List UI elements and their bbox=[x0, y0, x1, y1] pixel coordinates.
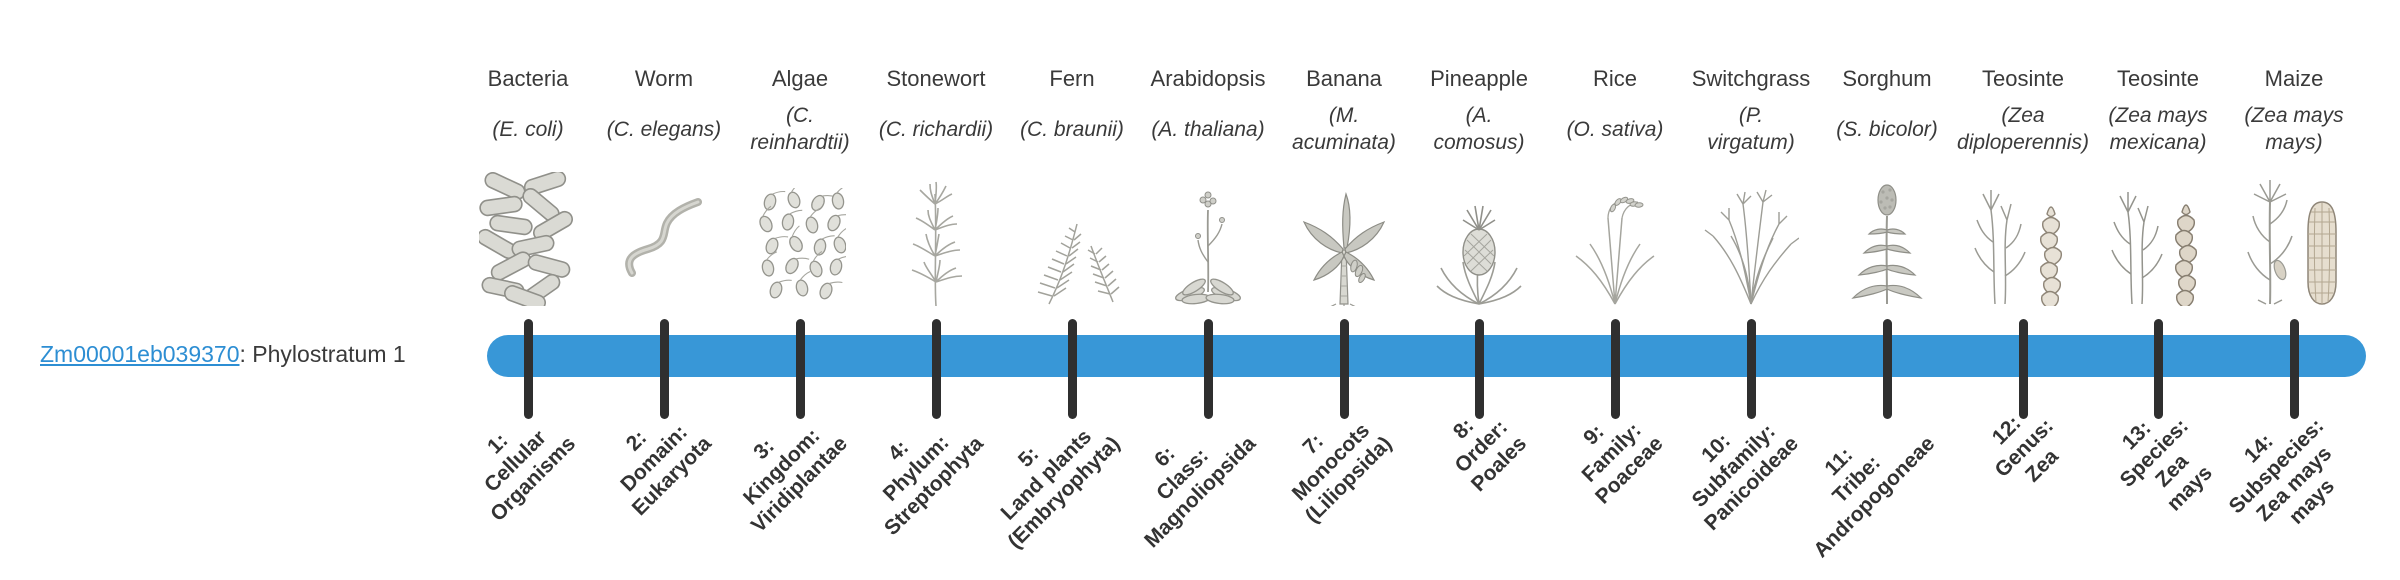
taxon-label: 2: Domain: Eukaryota bbox=[616, 420, 717, 521]
organism-name: Teosinte bbox=[1982, 66, 2064, 91]
timeline-tick bbox=[795, 319, 805, 419]
timeline-tick bbox=[1067, 319, 1077, 419]
timeline-tick bbox=[523, 319, 533, 419]
phylostratum-text: : Phylostratum 1 bbox=[239, 341, 406, 367]
organism-scientific-name: (A. comosus) bbox=[1433, 104, 1525, 154]
timeline-tick bbox=[2153, 319, 2163, 419]
maize-illustration bbox=[2247, 180, 2337, 305]
timeline-tick bbox=[2018, 319, 2028, 419]
column-stonewort: Stonewort (C. richardii) 4: Phylum: Stre… bbox=[866, 0, 1006, 580]
taxon-label: 1: Cellular Organisms bbox=[480, 425, 581, 526]
taxon-label: 12: Genus: Zea bbox=[1987, 411, 2063, 487]
taxon-label: 7: Monocots (Liliopsida) bbox=[1287, 418, 1397, 528]
organism-name: Worm bbox=[634, 66, 694, 91]
organism-scientific-name: (C. richardii) bbox=[878, 117, 994, 141]
taxon-label: 8: Order: Poales bbox=[1449, 414, 1532, 497]
taxon-label: 3: Kingdom: Viridiplantae bbox=[739, 424, 853, 538]
organism-name: Algae bbox=[771, 66, 829, 91]
organism-name: Rice bbox=[1592, 66, 1637, 91]
timeline-tick bbox=[1339, 319, 1349, 419]
column-bacteria: Bacteria (E. coli) 1: Cellular Organisms bbox=[458, 0, 598, 580]
organism-name: Sorghum bbox=[1842, 66, 1932, 91]
teosinte-illustration bbox=[1974, 190, 2063, 306]
timeline-tick bbox=[1610, 319, 1620, 419]
teosinte-illustration bbox=[2111, 192, 2198, 306]
timeline-tick bbox=[931, 319, 941, 419]
organism-name: Maize bbox=[2264, 66, 2324, 91]
column-arabidopsis: Arabidopsis (A. thaliana) 6: Class: Magn… bbox=[1138, 0, 1278, 580]
organism-name: Bacteria bbox=[487, 66, 569, 91]
organism-name: Stonewort bbox=[886, 66, 986, 91]
organism-scientific-name: (Zea diploperennis) bbox=[1957, 104, 2089, 154]
column-fern: Fern (C. braunii) 5: Land plants (Embryo… bbox=[996, 0, 1142, 580]
organism-scientific-name: (Zea mays mexicana) bbox=[2108, 104, 2208, 154]
gene-label: Zm00001eb039370: Phylostratum 1 bbox=[40, 341, 406, 368]
timeline-tick bbox=[2289, 319, 2299, 419]
organism-name: Switchgrass bbox=[1691, 66, 1811, 91]
organism-scientific-name: (C. elegans) bbox=[606, 117, 722, 141]
column-switchgrass: Switchgrass (P. virgatum) 10: Subfamily:… bbox=[1681, 0, 1821, 580]
timeline-tick bbox=[1746, 319, 1756, 419]
algae-illustration bbox=[754, 188, 846, 304]
pineapple-illustration bbox=[1436, 205, 1522, 305]
column-banana: Banana (M. acuminata) 7: Monocots (Lilio… bbox=[1274, 0, 1414, 580]
organism-name: Teosinte bbox=[2117, 66, 2199, 91]
bacteria-illustration bbox=[479, 172, 576, 306]
column-algae: Algae (C. reinhardtii) 3: Kingdom: Virid… bbox=[730, 0, 870, 580]
worm-illustration bbox=[625, 198, 702, 277]
taxon-label: 9: Family: Poaceae bbox=[1577, 418, 1668, 509]
column-pineapple: Pineapple (A. comosus) 8: Order: Poales bbox=[1409, 0, 1549, 580]
taxon-label: 13: Species: Zea mays bbox=[2115, 414, 2217, 516]
timeline-tick bbox=[1203, 319, 1213, 419]
gene-id-link[interactable]: Zm00001eb039370 bbox=[40, 341, 240, 367]
organism-name: Pineapple bbox=[1430, 66, 1528, 91]
timeline-tick bbox=[1882, 319, 1892, 419]
timeline-tick bbox=[1474, 319, 1484, 419]
organism-name: Arabidopsis bbox=[1150, 66, 1266, 91]
organism-name: Banana bbox=[1306, 66, 1382, 91]
arabidopsis-illustration bbox=[1175, 191, 1241, 305]
column-teosinte-diploperennis: Teosinte (Zea diploperennis) 12: Genus: … bbox=[1953, 0, 2093, 580]
taxon-label: 4: Phylum: Streptophyta bbox=[879, 430, 989, 540]
taxon-label: 14: Subspecies: Zea mays mays bbox=[2224, 414, 2340, 529]
organism-scientific-name: (C. reinhardtii) bbox=[750, 104, 850, 154]
fern-illustration bbox=[1037, 223, 1120, 305]
banana-tree-illustration bbox=[1302, 191, 1386, 306]
column-teosinte-mexicana: Teosinte (Zea mays mexicana) 13: Species… bbox=[2088, 0, 2228, 580]
organism-name: Fern bbox=[1049, 66, 1095, 91]
organism-scientific-name: (P. virgatum) bbox=[1707, 104, 1795, 154]
column-worm: Worm (C. elegans) 2: Domain: Eukaryota bbox=[594, 0, 734, 580]
organism-scientific-name: (O. sativa) bbox=[1566, 117, 1664, 141]
organism-scientific-name: (M. acuminata) bbox=[1292, 104, 1396, 154]
organism-scientific-name: (C. braunii) bbox=[1020, 117, 1124, 141]
organism-scientific-name: (S. bicolor) bbox=[1836, 117, 1938, 141]
column-sorghum: Sorghum (S. bicolor) 11: Tribe: Andropog… bbox=[1809, 0, 1957, 580]
stonewort-illustration bbox=[911, 181, 963, 306]
rice-illustration bbox=[1575, 196, 1655, 305]
organism-scientific-name: (A. thaliana) bbox=[1151, 117, 1265, 141]
timeline-tick bbox=[659, 319, 669, 419]
column-maize: Maize (Zea mays mays) 14: Subspecies: Ze… bbox=[2224, 0, 2364, 580]
switchgrass-illustration bbox=[1704, 189, 1799, 305]
organism-scientific-name: (E. coli) bbox=[492, 117, 564, 141]
sorghum-illustration bbox=[1851, 184, 1923, 305]
organism-scientific-name: (Zea mays mays) bbox=[2244, 104, 2344, 154]
column-rice: Rice (O. sativa) 9: Family: Poaceae bbox=[1545, 0, 1685, 580]
